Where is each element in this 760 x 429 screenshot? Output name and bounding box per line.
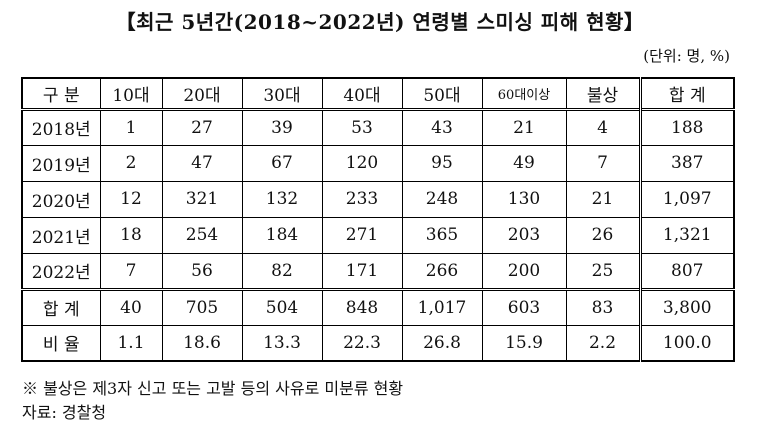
row-label: 2020년 bbox=[21, 180, 101, 218]
row-label: 2022년 bbox=[21, 252, 101, 290]
table-cell: 49 bbox=[481, 144, 567, 182]
table-title: 【최근 5년간(2018~2022년) 연령별 스미싱 피해 현황】 bbox=[115, 10, 645, 34]
table-cell: 171 bbox=[321, 252, 403, 290]
ratio-cell: 22.3 bbox=[321, 324, 403, 362]
table-cell: 12 bbox=[99, 180, 163, 218]
ratio-row-label: 비 율 bbox=[21, 324, 101, 362]
table-cell: 56 bbox=[161, 252, 243, 290]
header-unknown: 불상 bbox=[565, 77, 641, 110]
table-cell: 7 bbox=[99, 252, 163, 290]
table-cell: 266 bbox=[401, 252, 483, 290]
table-cell: 95 bbox=[401, 144, 483, 182]
header-10s: 10대 bbox=[99, 77, 163, 110]
sum-cell: 83 bbox=[565, 287, 641, 326]
table-cell: 26 bbox=[565, 216, 641, 254]
sum-row: 합 계 40 705 504 848 1,017 603 83 3,800 bbox=[21, 287, 735, 326]
total-cell: 188 bbox=[638, 107, 735, 146]
total-cell: 387 bbox=[638, 144, 735, 182]
table-cell: 21 bbox=[481, 107, 567, 146]
table-cell: 248 bbox=[401, 180, 483, 218]
table-row: 2018년 1 27 39 53 43 21 4 188 bbox=[21, 107, 735, 146]
table-cell: 53 bbox=[321, 107, 403, 146]
table-row: 2020년 12 321 132 233 248 130 21 1,097 bbox=[21, 180, 735, 218]
table-cell: 130 bbox=[481, 180, 567, 218]
row-label: 2019년 bbox=[21, 144, 101, 182]
header-50s: 50대 bbox=[401, 77, 483, 110]
header-category: 구 분 bbox=[21, 77, 101, 110]
row-label: 2021년 bbox=[21, 216, 101, 254]
table-cell: 203 bbox=[481, 216, 567, 254]
sum-cell: 1,017 bbox=[401, 287, 483, 326]
total-cell: 807 bbox=[638, 252, 735, 290]
table-cell: 184 bbox=[241, 216, 323, 254]
total-cell: 1,321 bbox=[638, 216, 735, 254]
table-cell: 120 bbox=[321, 144, 403, 182]
table-cell: 271 bbox=[321, 216, 403, 254]
table-cell: 47 bbox=[161, 144, 243, 182]
table-cell: 43 bbox=[401, 107, 483, 146]
table-cell: 254 bbox=[161, 216, 243, 254]
table-cell: 7 bbox=[565, 144, 641, 182]
sum-cell: 40 bbox=[99, 287, 163, 326]
table-cell: 365 bbox=[401, 216, 483, 254]
table-row: 2019년 2 47 67 120 95 49 7 387 bbox=[21, 144, 735, 182]
table-cell: 233 bbox=[321, 180, 403, 218]
table-cell: 200 bbox=[481, 252, 567, 290]
table-cell: 25 bbox=[565, 252, 641, 290]
sum-cell: 705 bbox=[161, 287, 243, 326]
ratio-cell: 13.3 bbox=[241, 324, 323, 362]
table-cell: 132 bbox=[241, 180, 323, 218]
table-cell: 1 bbox=[99, 107, 163, 146]
grand-total-cell: 3,800 bbox=[638, 287, 735, 326]
ratio-cell: 2.2 bbox=[565, 324, 641, 362]
header-20s: 20대 bbox=[161, 77, 243, 110]
header-60plus: 60대이상 bbox=[481, 77, 567, 110]
table-cell: 82 bbox=[241, 252, 323, 290]
damage-table: 구 분 10대 20대 30대 40대 50대 60대이상 불상 합 계 201… bbox=[21, 77, 735, 362]
ratio-cell: 26.8 bbox=[401, 324, 483, 362]
ratio-cell: 1.1 bbox=[99, 324, 163, 362]
header-row: 구 분 10대 20대 30대 40대 50대 60대이상 불상 합 계 bbox=[21, 77, 735, 110]
ratio-total-cell: 100.0 bbox=[638, 324, 735, 362]
ratio-cell: 18.6 bbox=[161, 324, 243, 362]
sum-cell: 504 bbox=[241, 287, 323, 326]
header-30s: 30대 bbox=[241, 77, 323, 110]
footnote: ※ 불상은 제3자 신고 또는 고발 등의 사유로 미분류 현황 bbox=[22, 379, 404, 398]
table-cell: 2 bbox=[99, 144, 163, 182]
table-cell: 21 bbox=[565, 180, 641, 218]
header-40s: 40대 bbox=[321, 77, 403, 110]
table-row: 2021년 18 254 184 271 365 203 26 1,321 bbox=[21, 216, 735, 254]
table-cell: 27 bbox=[161, 107, 243, 146]
table-cell: 18 bbox=[99, 216, 163, 254]
ratio-cell: 15.9 bbox=[481, 324, 567, 362]
table-cell: 4 bbox=[565, 107, 641, 146]
sum-row-label: 합 계 bbox=[21, 287, 101, 326]
table-cell: 67 bbox=[241, 144, 323, 182]
table-cell: 321 bbox=[161, 180, 243, 218]
source-note: 자료: 경찰청 bbox=[22, 403, 107, 422]
sum-cell: 848 bbox=[321, 287, 403, 326]
row-label: 2018년 bbox=[21, 107, 101, 146]
table-cell: 39 bbox=[241, 107, 323, 146]
total-cell: 1,097 bbox=[638, 180, 735, 218]
header-total: 합 계 bbox=[638, 77, 735, 110]
unit-label: (단위: 명, %) bbox=[643, 47, 730, 65]
table-row: 2022년 7 56 82 171 266 200 25 807 bbox=[21, 252, 735, 290]
ratio-row: 비 율 1.1 18.6 13.3 22.3 26.8 15.9 2.2 100… bbox=[21, 324, 735, 362]
sum-cell: 603 bbox=[481, 287, 567, 326]
